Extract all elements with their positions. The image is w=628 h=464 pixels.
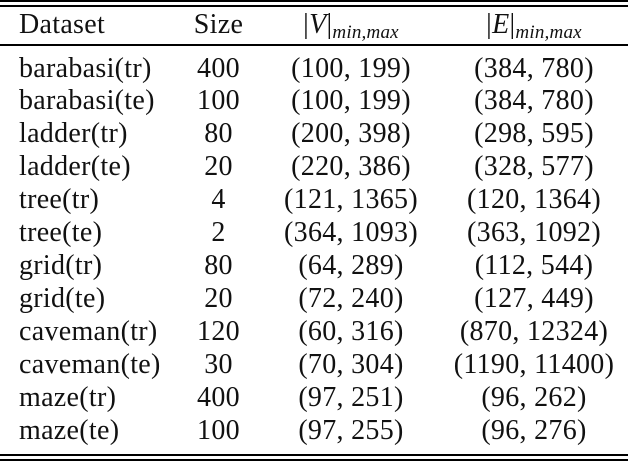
dataset-cell: grid(tr) — [19, 250, 103, 281]
size-cell: 20 — [204, 151, 233, 182]
size-cell: 400 — [197, 382, 240, 413]
e-minmax-cell: (298, 595) — [474, 118, 594, 149]
table-row: tree(tr) 4 (121, 1365) (120, 1364) — [0, 184, 628, 217]
size-cell: 30 — [204, 349, 233, 380]
dataset-cell: grid(te) — [19, 283, 106, 314]
e-bar-close: | — [509, 9, 516, 41]
e-minmax-cell: (112, 544) — [474, 250, 594, 281]
v-minmax-cell: (200, 398) — [291, 118, 411, 149]
v-bar-open: | — [303, 9, 310, 41]
dataset-cell: tree(te) — [19, 217, 103, 248]
e-subscript: min,max — [515, 22, 582, 43]
table-row: ladder(te) 20 (220, 386) (328, 577) — [0, 151, 628, 184]
e-minmax-cell: (120, 1364) — [467, 184, 601, 215]
table-row: barabasi(tr) 400 (100, 199) (384, 780) — [0, 45, 628, 85]
col-header-size: Size — [175, 3, 262, 46]
table-row: caveman(te) 30 (70, 304) (1190, 11400) — [0, 349, 628, 382]
dataset-cell: tree(tr) — [19, 184, 100, 215]
e-bar-open: | — [486, 9, 493, 41]
e-minmax-cell: (384, 780) — [474, 85, 594, 116]
dataset-cell: caveman(te) — [19, 349, 161, 380]
table-row: ladder(tr) 80 (200, 398) (298, 595) — [0, 118, 628, 151]
size-cell: 100 — [197, 414, 240, 446]
v-minmax-cell: (72, 240) — [298, 283, 404, 314]
col-header-e-minmax: |E|min,max — [440, 3, 628, 46]
table-row: barabasi(te) 100 (100, 199) (384, 780) — [0, 85, 628, 118]
dataset-cell: caveman(tr) — [19, 316, 158, 347]
e-minmax-cell: (363, 1092) — [467, 217, 601, 248]
v-minmax-cell: (100, 199) — [291, 52, 411, 84]
dataset-cell: barabasi(te) — [19, 85, 155, 116]
table-body: barabasi(tr) 400 (100, 199) (384, 780) b… — [0, 45, 628, 458]
v-bar-close: | — [326, 9, 333, 41]
e-minmax-cell: (870, 12324) — [459, 316, 609, 347]
v-variable: V — [309, 9, 327, 41]
v-minmax-cell: (97, 251) — [298, 382, 404, 413]
table-row: grid(te) 20 (72, 240) (127, 449) — [0, 283, 628, 316]
v-minmax-cell: (100, 199) — [291, 85, 411, 116]
table-row: caveman(tr) 120 (60, 316) (870, 12324) — [0, 316, 628, 349]
v-minmax-cell: (64, 289) — [298, 250, 404, 281]
table-row: grid(tr) 80 (64, 289) (112, 544) — [0, 250, 628, 283]
e-minmax-cell: (96, 262) — [481, 382, 587, 413]
col-header-dataset: Dataset — [0, 3, 175, 46]
dataset-cell: ladder(te) — [19, 151, 131, 182]
e-minmax-cell: (96, 276) — [481, 414, 587, 446]
e-variable: E — [492, 9, 510, 41]
dataset-cell: maze(te) — [19, 414, 120, 446]
v-minmax-cell: (220, 386) — [291, 151, 411, 182]
size-cell: 2 — [211, 217, 226, 248]
size-cell: 400 — [197, 52, 240, 84]
size-cell: 80 — [204, 250, 233, 281]
header-row: Dataset Size |V|min,max |E|min,max — [0, 3, 628, 46]
table-row: maze(tr) 400 (97, 251) (96, 262) — [0, 382, 628, 415]
v-minmax-cell: (60, 316) — [298, 316, 404, 347]
e-minmax-cell: (1190, 11400) — [453, 349, 615, 380]
e-minmax-cell: (127, 449) — [474, 283, 594, 314]
e-minmax-cell: (384, 780) — [474, 52, 594, 84]
size-cell: 20 — [204, 283, 233, 314]
table-header: Dataset Size |V|min,max |E|min,max — [0, 3, 628, 46]
v-minmax-cell: (70, 304) — [298, 349, 404, 380]
table-row: tree(te) 2 (364, 1093) (363, 1092) — [0, 217, 628, 250]
e-minmax-cell: (328, 577) — [474, 151, 594, 182]
size-cell: 4 — [211, 184, 226, 215]
v-minmax-cell: (121, 1365) — [284, 184, 418, 215]
size-cell: 80 — [204, 118, 233, 149]
size-cell: 120 — [197, 316, 240, 347]
v-minmax-cell: (364, 1093) — [284, 217, 418, 248]
table-row: maze(te) 100 (97, 255) (96, 276) — [0, 415, 628, 458]
col-header-v-minmax: |V|min,max — [262, 3, 440, 46]
dataset-cell: maze(tr) — [19, 382, 117, 413]
v-minmax-cell: (97, 255) — [298, 414, 404, 446]
dataset-cell: ladder(tr) — [19, 118, 128, 149]
v-subscript: min,max — [332, 22, 399, 43]
dataset-cell: barabasi(tr) — [19, 52, 152, 84]
size-cell: 100 — [197, 85, 240, 116]
